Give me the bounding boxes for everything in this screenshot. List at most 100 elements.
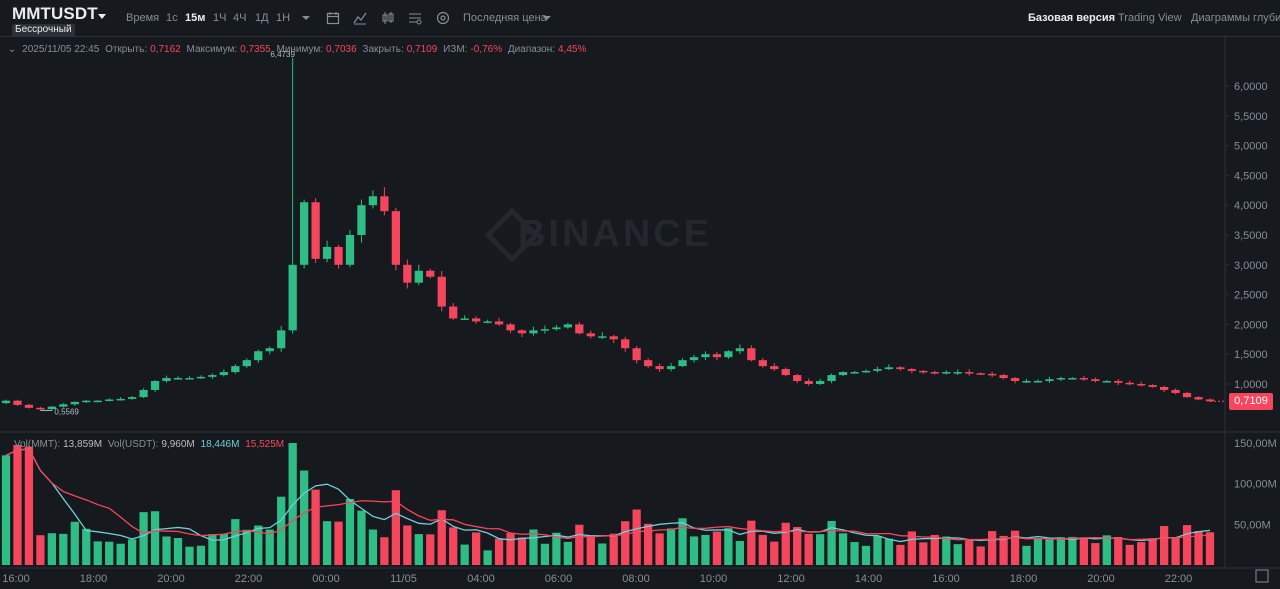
candle bbox=[1091, 379, 1100, 382]
volume-bar bbox=[414, 534, 423, 565]
open-value: 0,7162 bbox=[150, 44, 181, 55]
time-label[interactable]: Время bbox=[126, 12, 160, 24]
candle bbox=[1148, 385, 1157, 387]
price-axis-label: 5,0000 bbox=[1234, 141, 1268, 153]
price-type-caret-icon[interactable] bbox=[541, 12, 555, 26]
candle bbox=[666, 366, 676, 370]
change-value: -0,76% bbox=[470, 44, 503, 55]
volume-bar bbox=[24, 446, 34, 565]
price-type-select[interactable]: Последняя цена bbox=[463, 12, 547, 24]
range-value: 4,45% bbox=[558, 44, 587, 55]
candle bbox=[105, 399, 114, 401]
interval-1s[interactable]: 1с bbox=[166, 12, 178, 24]
low-label: Минимум: bbox=[276, 44, 324, 55]
binance-logo-icon bbox=[484, 207, 540, 263]
volume-bar bbox=[976, 546, 985, 565]
volume-bar bbox=[1079, 537, 1088, 565]
interval-1h[interactable]: 1Ч bbox=[213, 12, 227, 24]
volume-bar bbox=[586, 535, 595, 565]
volume-bar bbox=[1114, 536, 1123, 565]
close-value: 0,7109 bbox=[406, 44, 438, 55]
candle bbox=[1160, 386, 1169, 390]
candle bbox=[13, 400, 22, 405]
volume-bar bbox=[59, 533, 68, 565]
settings-list-icon[interactable] bbox=[408, 11, 422, 25]
volume-bar bbox=[930, 534, 939, 565]
volume-bar bbox=[93, 541, 102, 565]
more-intervals-icon[interactable] bbox=[300, 12, 314, 26]
volume-bar bbox=[506, 533, 515, 565]
calendar-icon[interactable] bbox=[326, 11, 340, 25]
volume-bar bbox=[563, 541, 572, 565]
volume-bar bbox=[1194, 531, 1203, 565]
candle bbox=[82, 400, 91, 403]
volume-bar bbox=[185, 546, 194, 565]
candle bbox=[93, 400, 102, 403]
candle bbox=[861, 370, 871, 373]
gear-icon[interactable] bbox=[436, 11, 450, 25]
price-axis-label: 1,0000 bbox=[1234, 379, 1268, 391]
candle-type-icon[interactable] bbox=[381, 11, 395, 25]
volume-bar bbox=[1102, 535, 1111, 565]
volume-bar bbox=[311, 489, 320, 565]
volume-bar bbox=[449, 527, 458, 565]
volume-bar bbox=[1010, 530, 1020, 565]
volume-bar bbox=[988, 531, 997, 565]
volume-bar bbox=[1022, 545, 1031, 565]
volume-bar bbox=[265, 529, 274, 565]
interval-15m[interactable]: 15м bbox=[185, 12, 206, 24]
volume-bar bbox=[300, 470, 309, 565]
tab-basic-view[interactable]: Базовая версия bbox=[1028, 12, 1116, 24]
candle bbox=[403, 264, 412, 283]
symbol-title[interactable]: MMTUSDT bbox=[12, 4, 98, 23]
interval-4h[interactable]: 4Ч bbox=[233, 12, 247, 24]
symbol-dropdown-icon[interactable] bbox=[98, 14, 106, 19]
volume-base-value: 13,859M bbox=[63, 439, 103, 450]
indicator-icon[interactable] bbox=[353, 11, 367, 25]
volume-bar bbox=[345, 499, 355, 565]
volume-bar bbox=[598, 543, 607, 565]
volume-bar bbox=[116, 543, 125, 565]
volume-bar bbox=[460, 544, 469, 565]
binance-watermark: BINANCE bbox=[518, 213, 712, 255]
candle bbox=[1, 400, 11, 404]
volume-bar bbox=[896, 544, 905, 565]
interval-1d[interactable]: 1Д bbox=[255, 12, 269, 24]
candle bbox=[517, 330, 527, 334]
volume-base-label: Vol(MMT): bbox=[14, 439, 61, 450]
candle bbox=[70, 401, 79, 405]
volume-bar bbox=[655, 533, 664, 565]
candle bbox=[621, 339, 630, 349]
volume-bar bbox=[689, 536, 699, 565]
collapse-icon[interactable]: ⌄ bbox=[8, 44, 17, 55]
candle bbox=[701, 354, 710, 358]
volume-bar bbox=[391, 490, 400, 565]
volume-bar bbox=[173, 538, 183, 565]
volume-bar bbox=[426, 534, 435, 565]
candle bbox=[804, 381, 813, 384]
volume-bar bbox=[47, 533, 56, 565]
time-axis-label: 08:00 bbox=[622, 573, 650, 585]
volume-bar bbox=[150, 511, 160, 565]
time-axis-label: 06:00 bbox=[545, 573, 573, 585]
last-price-tag: 0,7109 bbox=[1229, 393, 1273, 410]
tab-depth-chart[interactable]: Диаграммы глубины bbox=[1191, 12, 1280, 24]
candle bbox=[563, 324, 572, 328]
volume-bar bbox=[873, 536, 882, 565]
volume-bar bbox=[953, 544, 962, 565]
volume-bar bbox=[162, 536, 171, 565]
tab-trading-view[interactable]: Trading View bbox=[1118, 12, 1182, 24]
time-axis-label: 18:00 bbox=[80, 573, 108, 585]
candle bbox=[632, 348, 641, 361]
candle bbox=[1102, 381, 1111, 383]
volume-bar bbox=[380, 537, 389, 565]
interval-1w[interactable]: 1Н bbox=[276, 12, 291, 24]
candle bbox=[47, 406, 56, 410]
volume-bar bbox=[666, 528, 676, 565]
range-label: Диапазон: bbox=[507, 44, 556, 55]
volume-bar bbox=[701, 534, 710, 565]
time-axis-label: 10:00 bbox=[700, 573, 728, 585]
volume-bar bbox=[277, 496, 286, 565]
volume-bar bbox=[334, 521, 343, 565]
